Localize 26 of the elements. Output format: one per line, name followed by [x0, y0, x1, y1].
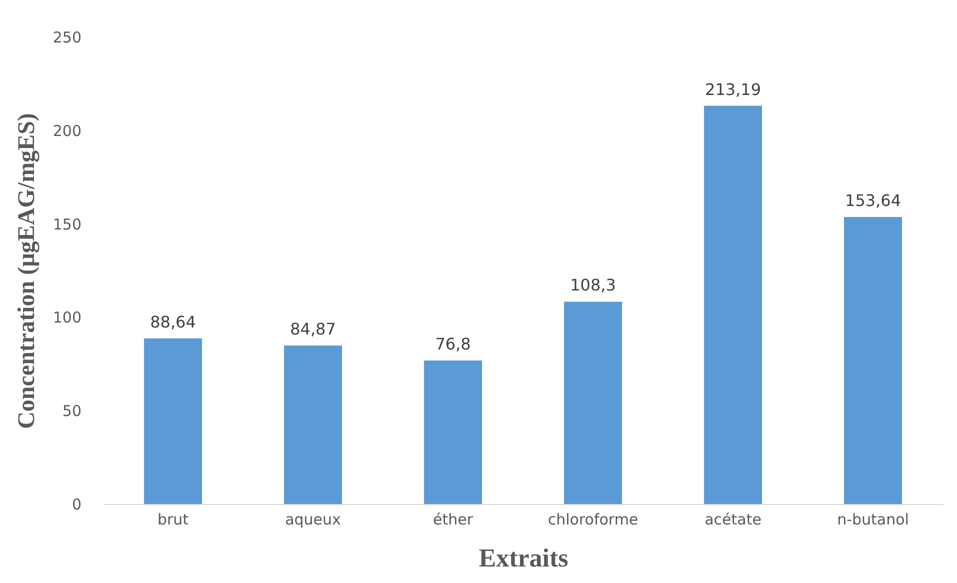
- x-tick-label: brut: [157, 510, 189, 528]
- bar: [704, 106, 762, 504]
- bar: [564, 302, 622, 504]
- y-tick-label: 100: [52, 308, 82, 327]
- y-tick-label: 200: [52, 122, 82, 140]
- x-tick-label: éther: [432, 510, 474, 528]
- bar: [144, 338, 202, 504]
- y-tick-label: 150: [52, 215, 82, 234]
- x-axis-title: Extraits: [478, 544, 568, 572]
- bar: [424, 360, 482, 504]
- x-tick-label: chloroforme: [548, 510, 638, 528]
- data-label: 76,8: [435, 334, 471, 354]
- y-tick-label: 50: [62, 402, 82, 420]
- bar: [284, 345, 342, 504]
- y-axis-title: Concentration (µgEAG/mgES): [14, 113, 40, 429]
- x-tick-label: aqueux: [285, 510, 342, 528]
- bar: [844, 217, 902, 504]
- y-tick-label: 250: [52, 28, 82, 46]
- data-label: 84,87: [290, 319, 336, 338]
- x-tick-label: n-butanol: [837, 510, 909, 528]
- data-label: 108,3: [570, 276, 616, 295]
- data-label: 213,19: [705, 80, 761, 99]
- data-label: 88,64: [150, 312, 196, 332]
- y-tick-label: 0: [72, 496, 82, 514]
- x-tick-label: acétate: [704, 510, 762, 528]
- data-label: 153,64: [845, 191, 901, 210]
